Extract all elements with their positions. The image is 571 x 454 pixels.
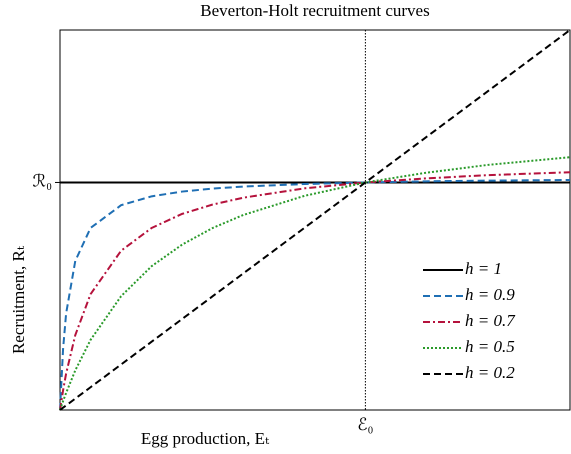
series-line xyxy=(59,178,571,411)
legend-label: h = 0.5 xyxy=(465,337,515,356)
chart-title: Beverton-Holt recruitment curves xyxy=(200,1,429,20)
y-axis-label: Recruitment, Rₜ xyxy=(9,245,28,354)
legend-label: h = 0.7 xyxy=(465,311,516,330)
x-tick-label: ℰ₀ xyxy=(357,415,373,434)
legend-label: h = 0.9 xyxy=(465,285,515,304)
x-axis-label: Egg production, Eₜ xyxy=(141,429,270,448)
series-line xyxy=(59,29,571,411)
y-tick-label: ℛ₀ xyxy=(33,171,53,190)
legend-label: h = 0.2 xyxy=(465,363,515,382)
legend-label: h = 1 xyxy=(465,259,502,278)
plot-frame xyxy=(59,29,571,411)
series-line xyxy=(59,156,571,411)
series-line xyxy=(59,171,571,411)
